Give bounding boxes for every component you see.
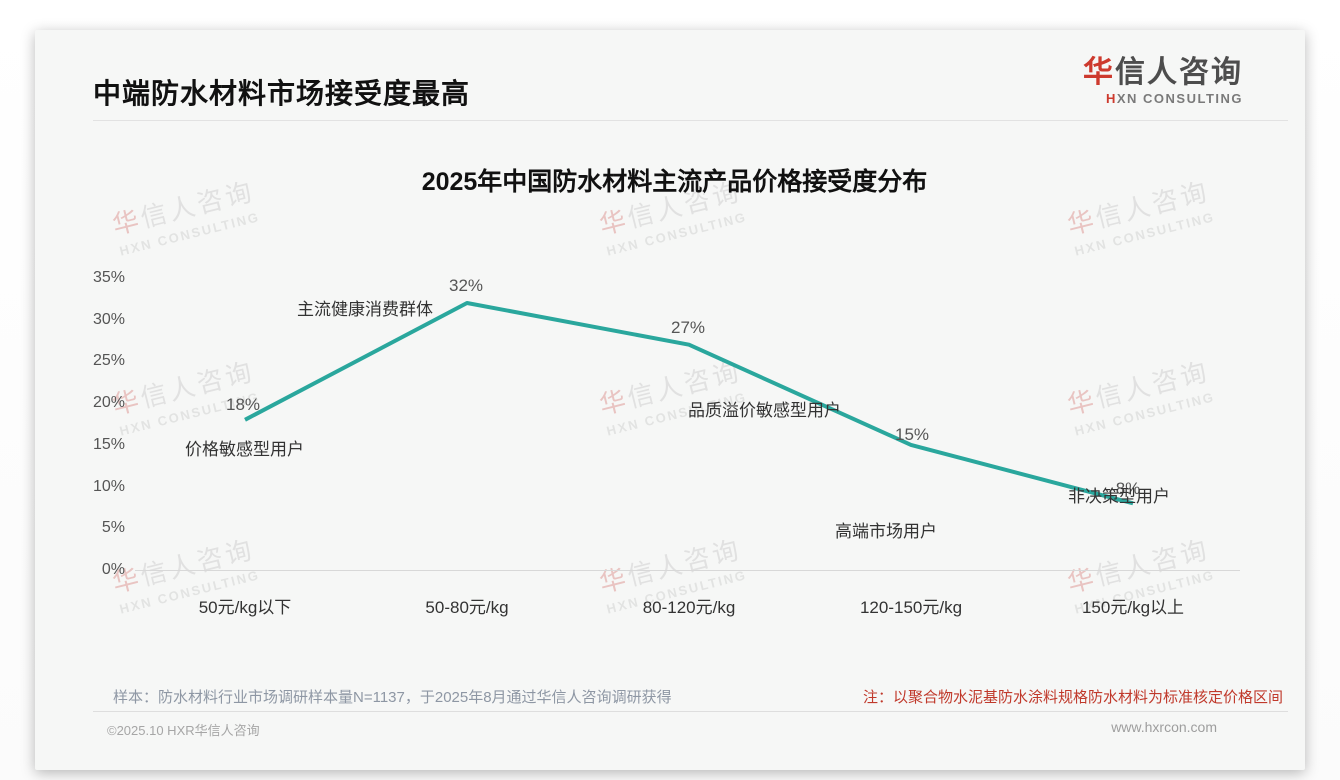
x-axis-line [135, 570, 1240, 571]
data-point-value: 15% [894, 425, 930, 444]
logo-english-name: HXN CONSULTING [1105, 91, 1243, 106]
chart-title: 2025年中国防水材料主流产品价格接受度分布 [421, 168, 928, 196]
sample-footnote: 样本：防水材料行业市场调研样本量N=1137，于2025年8月通过华信人咨询调研… [113, 689, 672, 706]
logo-accent-char: 华 [1083, 56, 1115, 89]
annotation-label: 非决策型用户 [1068, 487, 1170, 506]
annotation-label: 主流健康消费群体 [297, 300, 433, 319]
logo-chinese-name: 华信人咨询 [1083, 56, 1243, 89]
pricing-footnote: 注：以聚合物水泥基防水涂料规格防水材料为标准核定价格区间 [862, 689, 1283, 706]
company-logo: 华信人咨询 HXN CONSULTING [1083, 56, 1243, 106]
y-tick-label: 5% [101, 519, 125, 537]
y-tick-label: 35% [92, 269, 125, 286]
y-tick-label: 0% [101, 561, 125, 578]
annotation-label: 品质溢价敏感型用户 [688, 401, 841, 420]
x-axis-label: 50-80元/kg [425, 598, 509, 617]
x-axis-label: 150元/kg以上 [1081, 598, 1185, 617]
data-point-value: 18% [225, 395, 261, 414]
data-point-value: 27% [670, 318, 706, 337]
x-axis-label: 120-150元/kg [859, 598, 963, 617]
y-tick-label: 10% [92, 477, 125, 495]
y-tick-label: 30% [92, 310, 125, 328]
copyright-text: ©2025.10 HXR华信人咨询 [107, 723, 260, 738]
x-axis-label: 80-120元/kg [642, 598, 736, 617]
annotation-label: 价格敏感型用户 [185, 440, 304, 459]
y-tick-label: 20% [92, 394, 125, 412]
x-axis-label: 50元/kg以下 [198, 598, 292, 617]
data-point-value: 8% [1115, 479, 1141, 498]
trend-line [244, 301, 1134, 506]
page-title: 中端防水材料市场接受度最高 [93, 78, 471, 109]
y-tick-label: 15% [92, 435, 125, 453]
y-tick-label: 25% [92, 352, 125, 370]
annotation-label: 高端市场用户 [835, 522, 937, 541]
slide-card [35, 30, 1305, 770]
logo-accent-letter: H [1105, 91, 1117, 106]
footer-divider [93, 711, 1288, 712]
header-divider [93, 120, 1288, 121]
data-point-value: 32% [448, 276, 484, 295]
website-url: www.hxrcon.com [1111, 719, 1217, 735]
